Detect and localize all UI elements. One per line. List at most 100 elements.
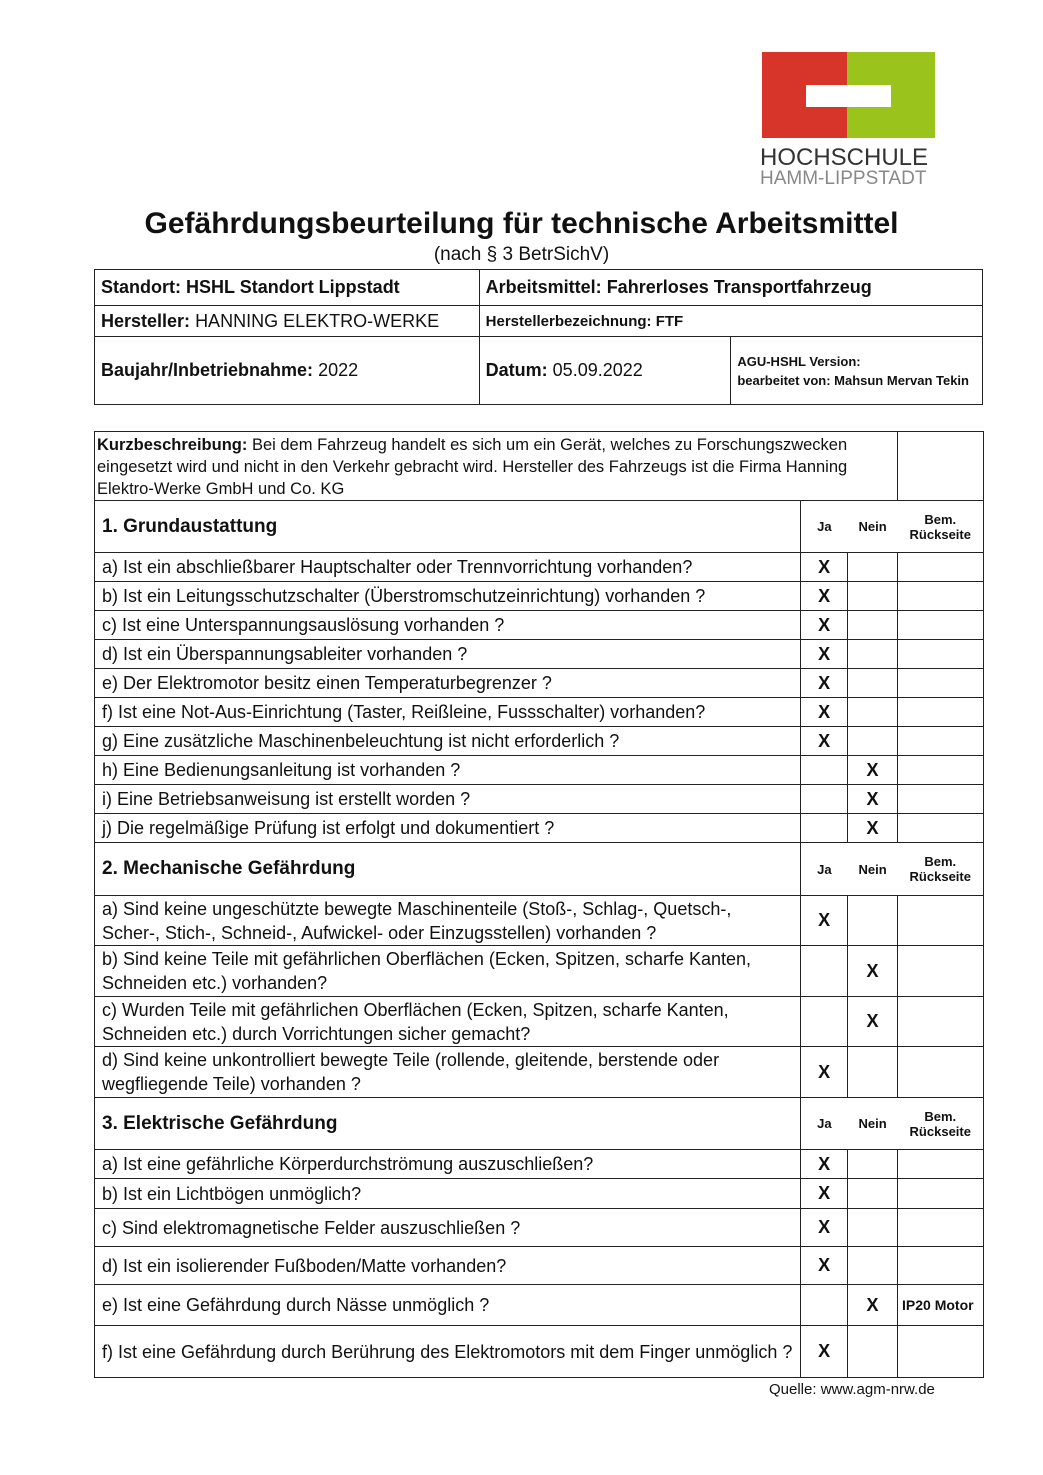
ja-checkbox[interactable]	[800, 996, 849, 1047]
question-text: g) Eine zusätzliche Maschinenbeleuchtung…	[93, 726, 802, 756]
standort-cell: Standort: HSHL Standort Lippstadt	[94, 269, 480, 306]
bemerkung-cell[interactable]	[897, 1325, 984, 1378]
ja-checkbox[interactable]: X	[800, 552, 849, 582]
nein-header: Nein	[847, 1097, 898, 1150]
ja-header: Ja	[800, 500, 848, 553]
bemerkung-cell[interactable]	[897, 668, 984, 698]
logo-line2: HAMM-LIPPSTADT	[760, 168, 927, 189]
nein-checkbox[interactable]: X	[847, 755, 899, 785]
ja-checkbox[interactable]: X	[800, 697, 849, 727]
section-title: 3. Elektrische Gefährdung	[93, 1097, 802, 1150]
ja-checkbox[interactable]	[800, 945, 849, 997]
bemerkung-cell[interactable]	[897, 552, 984, 582]
bemerkung-cell[interactable]	[897, 996, 984, 1047]
ja-checkbox[interactable]: X	[800, 1208, 849, 1247]
question-text: c) Wurden Teile mit gefährlichen Oberflä…	[93, 996, 802, 1047]
nein-checkbox[interactable]	[847, 1178, 899, 1209]
datum-cell: Datum: 05.09.2022	[478, 336, 732, 405]
ja-checkbox[interactable]: X	[800, 726, 849, 756]
question-row: a) Ist ein abschließbarer Hauptschalter …	[93, 552, 984, 582]
bemerkung-cell[interactable]	[897, 895, 984, 946]
question-row: j) Die regelmäßige Prüfung ist erfolgt u…	[93, 813, 984, 843]
question-row: b) Ist ein Leitungsschutzschalter (Übers…	[93, 581, 984, 611]
bemerkung-cell[interactable]	[897, 755, 984, 785]
ja-checkbox[interactable]: X	[800, 581, 849, 611]
nein-checkbox[interactable]: X	[847, 784, 899, 814]
document-subtitle: (nach § 3 BetrSichV)	[433, 244, 610, 265]
bemerkung-cell[interactable]	[897, 1246, 984, 1285]
ja-checkbox[interactable]	[800, 1284, 849, 1326]
section-header: 1. Grundaustattung Ja Nein Bem. Rückseit…	[93, 500, 984, 553]
bemerkung-cell[interactable]	[897, 639, 984, 669]
ja-checkbox[interactable]: X	[800, 1325, 849, 1378]
question-text: a) Sind keine ungeschützte bewegte Masch…	[93, 895, 802, 946]
question-text: a) Ist ein abschließbarer Hauptschalter …	[93, 552, 802, 582]
nein-header: Nein	[847, 500, 898, 553]
bemerkung-cell[interactable]	[897, 581, 984, 611]
nein-checkbox[interactable]	[847, 610, 899, 640]
kurzbeschreibung: Kurzbeschreibung: Bei dem Fahrzeug hande…	[93, 431, 899, 501]
nein-checkbox[interactable]	[847, 726, 899, 756]
nein-checkbox[interactable]	[847, 1246, 899, 1285]
question-row: b) Sind keine Teile mit gefährlichen Obe…	[93, 945, 984, 997]
question-text: d) Ist ein Überspannungsableiter vorhand…	[93, 639, 802, 669]
nein-checkbox[interactable]	[847, 639, 899, 669]
nein-checkbox[interactable]	[847, 1149, 899, 1179]
source-note: Quelle: www.agm-nrw.de	[769, 1381, 935, 1398]
question-row: b) Ist ein Lichtbögen unmöglich? X	[93, 1178, 984, 1209]
nein-checkbox[interactable]	[847, 1208, 899, 1247]
bemerkung-cell[interactable]	[897, 945, 984, 997]
bemerkung-cell[interactable]	[897, 726, 984, 756]
version-cell: AGU-HSHL Version: bearbeitet von: Mahsun …	[730, 336, 983, 405]
bemerkung-cell[interactable]	[897, 1149, 984, 1179]
bemerkung-cell[interactable]	[897, 697, 984, 727]
assessment-table: Kurzbeschreibung: Bei dem Fahrzeug hande…	[93, 431, 984, 1378]
bemerkung-cell[interactable]	[897, 610, 984, 640]
nein-checkbox[interactable]	[847, 1046, 899, 1098]
nein-checkbox[interactable]	[847, 697, 899, 727]
bemerkung-cell[interactable]	[897, 1046, 984, 1098]
ja-checkbox[interactable]: X	[800, 668, 849, 698]
ja-checkbox[interactable]	[800, 813, 849, 843]
nein-checkbox[interactable]: X	[847, 996, 899, 1047]
nein-checkbox[interactable]	[847, 1325, 899, 1378]
bemerkung-cell[interactable]	[897, 813, 984, 843]
bemerkung-cell[interactable]: IP20 Motor	[897, 1284, 984, 1326]
question-row: c) Wurden Teile mit gefährlichen Oberflä…	[93, 996, 984, 1047]
baujahr-cell: Baujahr/Inbetriebnahme: 2022	[94, 336, 480, 405]
question-text: f) Ist eine Gefährdung durch Berührung d…	[93, 1325, 802, 1378]
bemerkung-cell[interactable]	[897, 1208, 984, 1247]
nein-checkbox[interactable]	[847, 552, 899, 582]
bem-header: Bem. Rückseite	[897, 1097, 984, 1150]
question-row: c) Sind elektromagnetische Felder auszus…	[93, 1208, 984, 1247]
ja-checkbox[interactable]: X	[800, 1178, 849, 1209]
ja-checkbox[interactable]	[800, 784, 849, 814]
ja-checkbox[interactable]	[800, 755, 849, 785]
question-text: i) Eine Betriebsanweisung ist erstellt w…	[93, 784, 802, 814]
question-row: f) Ist eine Not-Aus-Einrichtung (Taster,…	[93, 697, 984, 727]
ja-checkbox[interactable]: X	[800, 1046, 849, 1098]
ja-checkbox[interactable]: X	[800, 895, 849, 946]
logo-line1: HOCHSCHULE	[760, 144, 929, 171]
question-text: j) Die regelmäßige Prüfung ist erfolgt u…	[93, 813, 802, 843]
question-text: b) Ist ein Lichtbögen unmöglich?	[93, 1178, 802, 1209]
question-row: d) Ist ein Überspannungsableiter vorhand…	[93, 639, 984, 669]
hshl-logo: HOCHSCHULE HAMM-LIPPSTADT	[758, 48, 948, 193]
nein-checkbox[interactable]: X	[847, 813, 899, 843]
herstellerbezeichnung-cell: Herstellerbezeichnung: FTF	[478, 305, 984, 337]
nein-checkbox[interactable]	[847, 895, 899, 946]
ja-checkbox[interactable]: X	[800, 1246, 849, 1285]
nein-checkbox[interactable]: X	[847, 1284, 899, 1326]
hersteller-cell: Hersteller: HANNING ELEKTRO-WERKE	[94, 305, 480, 337]
question-text: b) Sind keine Teile mit gefährlichen Obe…	[93, 945, 802, 997]
bemerkung-cell[interactable]	[897, 784, 984, 814]
question-row: a) Ist eine gefährliche Körperdurchström…	[93, 1149, 984, 1179]
ja-checkbox[interactable]: X	[800, 610, 849, 640]
nein-checkbox[interactable]: X	[847, 945, 899, 997]
nein-checkbox[interactable]	[847, 581, 899, 611]
nein-checkbox[interactable]	[847, 668, 899, 698]
ja-checkbox[interactable]: X	[800, 639, 849, 669]
question-text: f) Ist eine Not-Aus-Einrichtung (Taster,…	[93, 697, 802, 727]
bemerkung-cell[interactable]	[897, 1178, 984, 1209]
ja-checkbox[interactable]: X	[800, 1149, 849, 1179]
